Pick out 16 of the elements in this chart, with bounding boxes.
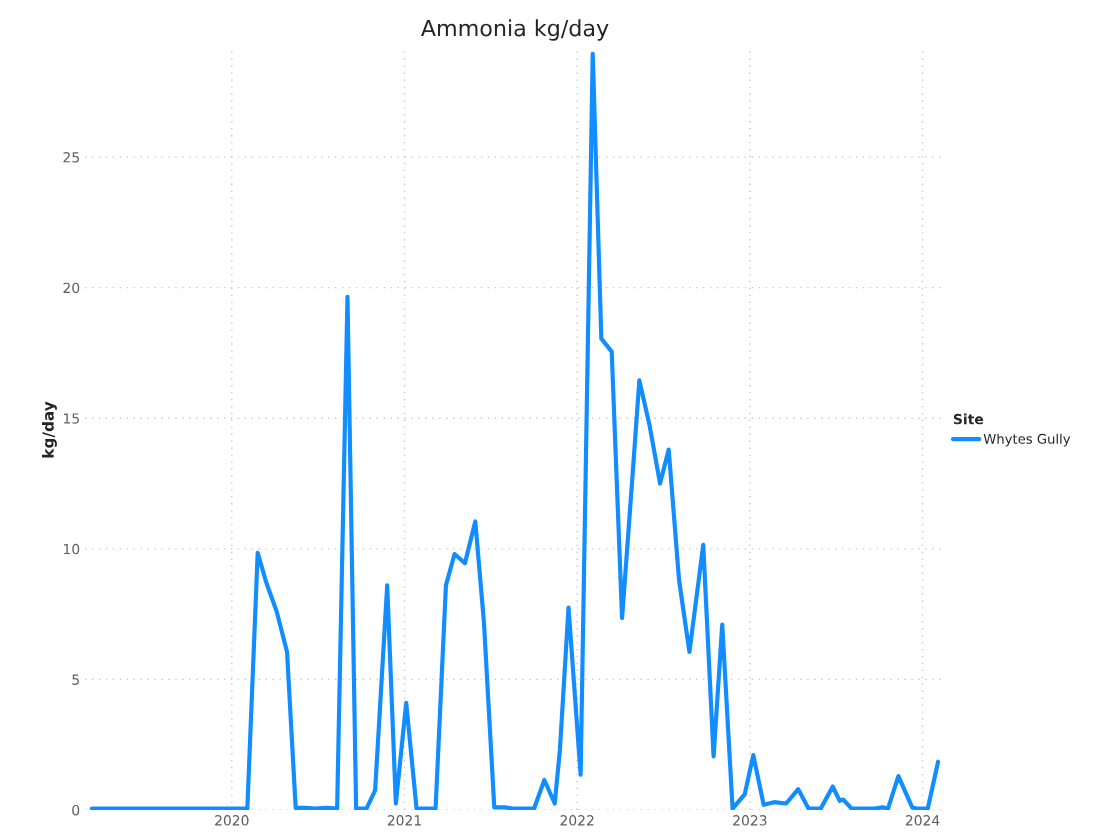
y-tick-label: 10 xyxy=(63,543,80,555)
legend-label: Whytes Gully xyxy=(983,433,1071,447)
legend-title: Site xyxy=(953,413,984,425)
x-tick-label: 2024 xyxy=(905,815,940,826)
y-tick-label: 15 xyxy=(63,413,79,424)
y-tick-label: 5 xyxy=(72,674,79,685)
chart-title: Ammonia kg/day xyxy=(420,19,609,41)
y-tick-label: 25 xyxy=(63,152,79,163)
x-tick-label: 2020 xyxy=(215,815,249,826)
line-series xyxy=(89,51,941,810)
x-tick-label: 2023 xyxy=(733,815,767,826)
x-tick-label: 2021 xyxy=(387,815,421,826)
x-tick-label: 2022 xyxy=(560,815,594,826)
y-tick-label: 0 xyxy=(72,804,80,816)
y-axis-title: kg/day xyxy=(42,401,57,458)
y-tick-label: 20 xyxy=(63,282,80,294)
